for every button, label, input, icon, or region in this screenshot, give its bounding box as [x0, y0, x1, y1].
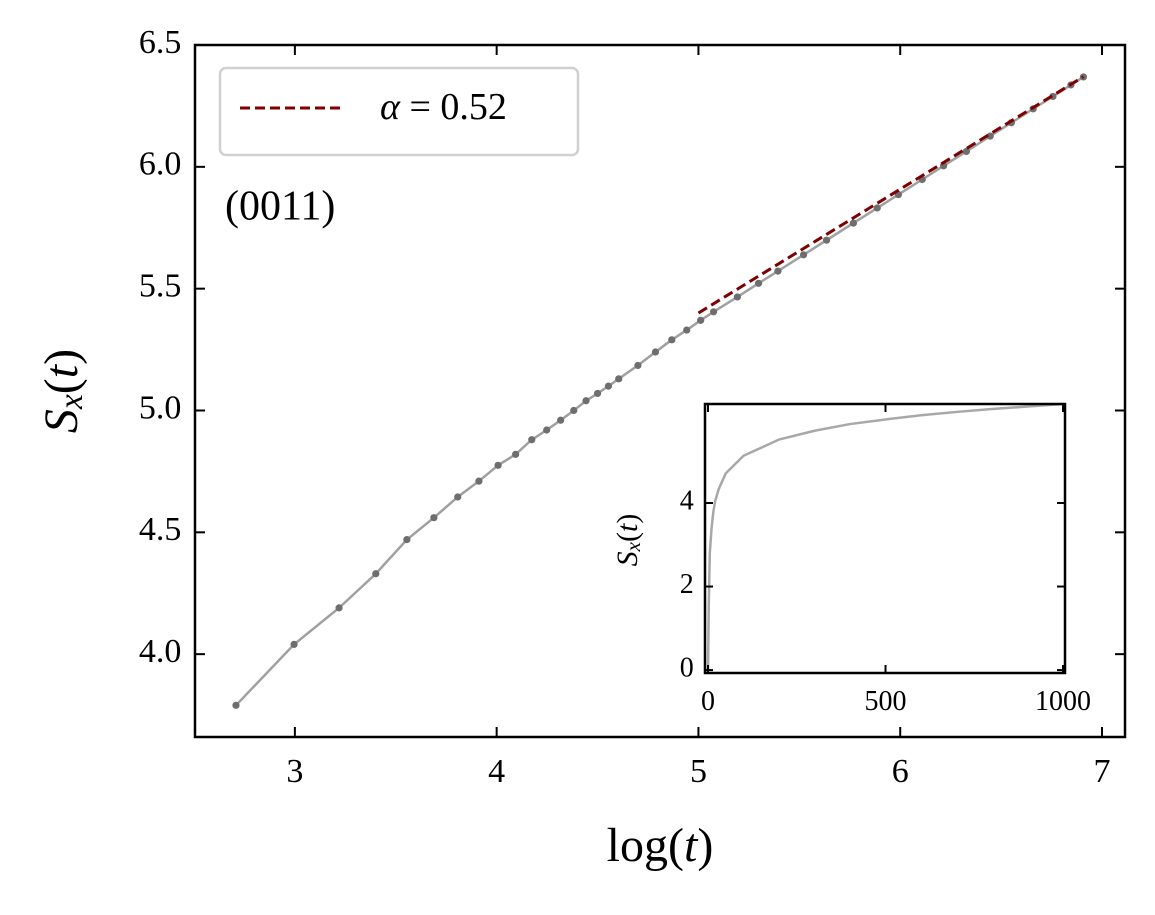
- data-point: [593, 389, 602, 398]
- y-tick-label: 5.5: [139, 267, 182, 304]
- y-axis-label-part: t: [35, 363, 88, 378]
- y-axis-label-part: ): [35, 349, 88, 365]
- data-point: [615, 375, 623, 383]
- data-point: [822, 236, 831, 244]
- data-point: [232, 701, 240, 709]
- data-point: [697, 316, 705, 324]
- y-tick-label: 0: [680, 652, 694, 683]
- data-point: [709, 308, 718, 316]
- y-axis-label-part: t: [611, 523, 644, 532]
- data-point: [604, 382, 613, 390]
- data-point: [733, 293, 741, 301]
- y-axis-label: Sx(t): [611, 514, 645, 567]
- y-tick-label: 6.5: [139, 24, 182, 61]
- data-point: [335, 604, 343, 612]
- x-axis-label-part: ): [697, 819, 713, 872]
- y-tick-label: 5.0: [139, 389, 182, 426]
- y-tick-label: 4.0: [139, 633, 182, 670]
- legend-box: [218, 66, 580, 157]
- data-point: [528, 436, 536, 444]
- data-line: [706, 402, 1064, 671]
- data-point: [494, 461, 502, 469]
- data-point: [454, 493, 462, 501]
- x-tick-label: 4: [488, 753, 505, 790]
- data-point: [774, 267, 782, 275]
- data-point: [634, 361, 642, 370]
- x-axis-label-part: log(: [607, 819, 684, 872]
- data-point: [290, 640, 298, 649]
- data-point: [512, 450, 520, 458]
- data-point: [651, 348, 660, 356]
- x-axis-label: log(t): [607, 819, 714, 872]
- data-point: [475, 477, 483, 485]
- inset-background: [705, 404, 1065, 673]
- data-point: [849, 219, 858, 227]
- legend-label-part: α: [380, 86, 401, 128]
- data-point: [799, 251, 808, 259]
- data-point: [557, 416, 565, 424]
- data-point: [403, 536, 411, 544]
- data-point: [372, 570, 380, 578]
- data-point: [430, 514, 438, 522]
- x-axis-label-part: t: [684, 819, 699, 872]
- y-axis-label-part: x: [53, 394, 90, 410]
- x-tick-label: 6: [892, 753, 909, 790]
- x-tick-label: 7: [1093, 753, 1110, 790]
- x-tick-label: 1000: [1035, 686, 1091, 717]
- legend-label: α = 0.52: [380, 86, 507, 128]
- y-tick-label: 4: [680, 485, 694, 516]
- x-tick-label: 5: [690, 753, 707, 790]
- data-point: [582, 397, 590, 405]
- y-axis-label: Sx(t): [35, 349, 90, 433]
- annotation: (0011): [225, 184, 335, 230]
- data-point: [683, 326, 691, 334]
- data-line: [697, 75, 1085, 315]
- y-axis-label-part: x: [621, 541, 645, 552]
- legend-label-part: = 0.52: [400, 86, 507, 128]
- axes-frame: [193, 43, 1127, 739]
- y-axis-label-part: (: [611, 532, 644, 542]
- data-point: [543, 426, 551, 434]
- x-tick-label: 0: [701, 686, 715, 717]
- y-axis-label-part: S: [611, 551, 644, 566]
- data-point: [754, 279, 763, 287]
- y-axis-label-part: S: [35, 409, 88, 433]
- data-point: [570, 406, 578, 415]
- y-tick-label: 2: [680, 569, 694, 600]
- y-axis-label-part: (: [35, 378, 88, 394]
- data-point: [962, 147, 971, 156]
- data-point: [668, 336, 676, 344]
- y-tick-label: 6.0: [139, 146, 182, 183]
- x-tick-label: 500: [865, 686, 907, 717]
- x-tick-label: 3: [286, 753, 303, 790]
- data-point: [986, 132, 994, 140]
- data-point: [873, 204, 881, 212]
- y-tick-label: 4.5: [139, 511, 182, 548]
- y-axis-label-part: ): [611, 514, 644, 524]
